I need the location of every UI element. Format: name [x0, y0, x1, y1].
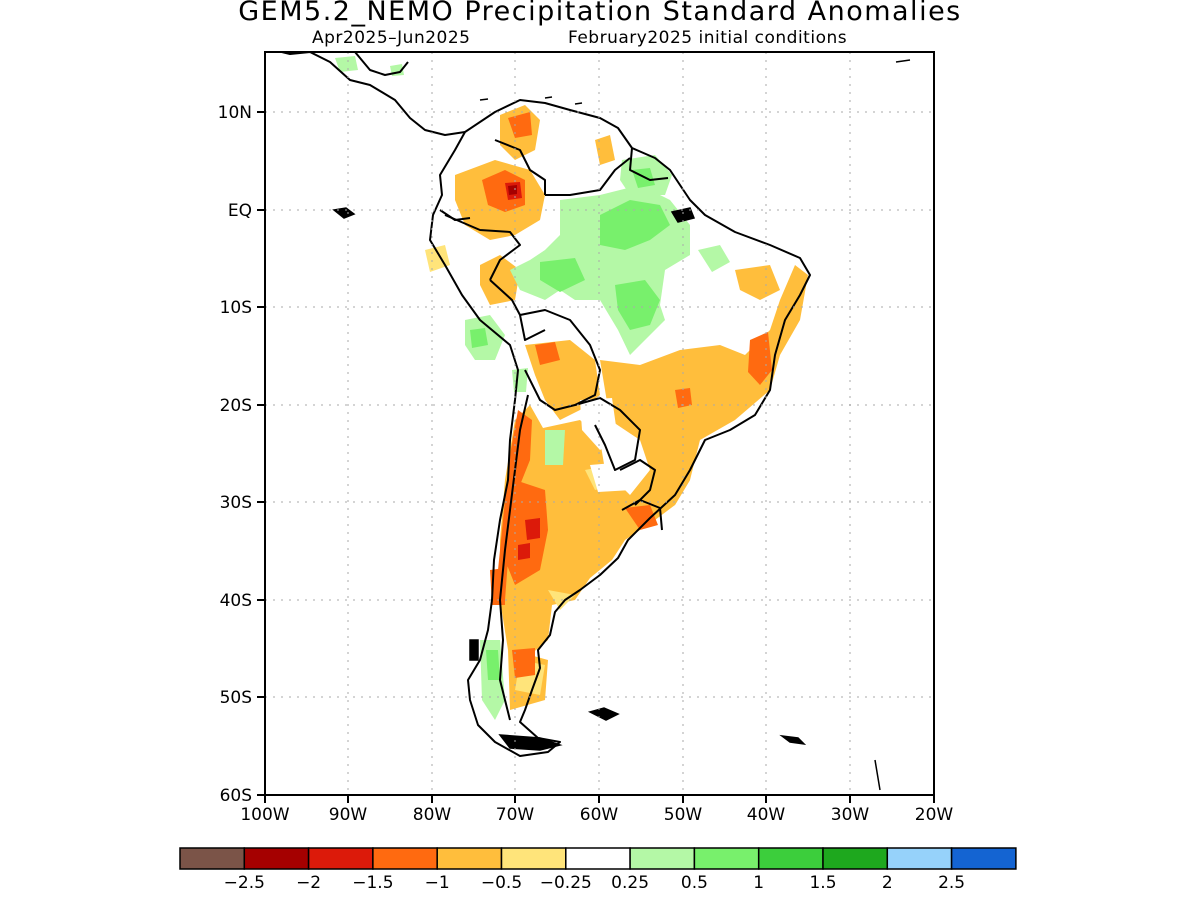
- tick-marks: [257, 111, 935, 803]
- anomaly-area-peru: [480, 255, 520, 305]
- colorbar-swatch: [500, 847, 567, 870]
- colorbar-label: 2.5: [938, 873, 965, 893]
- forecast-period: Apr2025–Jun2025: [312, 28, 471, 48]
- border-argentina-chile: [499, 394, 529, 721]
- lat-labels: 10N EQ 10S 20S 30S 40S 50S 60S: [218, 103, 252, 806]
- colorbar-label: −2: [296, 873, 321, 893]
- anomaly-area-pale-1: [425, 245, 450, 272]
- anomaly-area-guyana: [595, 135, 615, 165]
- border-brazil-north: [545, 157, 631, 196]
- colorbar-label: −2.5: [224, 873, 265, 893]
- border-ecuador: [439, 209, 471, 221]
- anomaly-area-fjord-core: [486, 650, 500, 680]
- anomaly-area-rondonia: [615, 280, 660, 330]
- anomaly-area-patagonia: [512, 648, 535, 678]
- border-uruguay: [621, 499, 663, 531]
- colorbar: −2.5 −2 −1.5 −1 −0.5 −0.25 0.25 0.5 1 1.5 2 2.5: [179, 847, 1017, 893]
- anomaly-area-neutral-1: [735, 308, 750, 325]
- chiloe-island: [469, 639, 479, 661]
- lon-label: 90W: [329, 805, 368, 825]
- lon-label: 100W: [240, 805, 289, 825]
- colorbar-label: −0.5: [481, 873, 522, 893]
- border-bolivia: [519, 309, 601, 411]
- central-america-coastline-north: [354, 52, 409, 76]
- colorbar-swatch: [179, 847, 246, 870]
- anomaly-area-bahia: [748, 332, 772, 385]
- anomaly-area-central-america: [335, 56, 358, 72]
- lat-label: 40S: [220, 591, 252, 611]
- caribbean-islands: [479, 59, 911, 791]
- border-colombia-peru: [444, 214, 521, 281]
- lat-label: 60S: [220, 786, 252, 806]
- anomaly-area-colombia-darkred: [508, 185, 517, 195]
- colorbar-swatch: [822, 847, 889, 870]
- colorbar-label: 1.5: [809, 873, 836, 893]
- anomaly-area-mendoza-red: [525, 518, 540, 540]
- islands: [332, 59, 911, 791]
- lon-label: 80W: [413, 805, 452, 825]
- lat-label: 30S: [220, 493, 252, 513]
- anomaly-area-bolivia-core: [535, 342, 560, 365]
- border-paraguay: [574, 397, 641, 471]
- initial-conditions: February2025 initial conditions: [568, 28, 848, 48]
- anomaly-area-venezuela-core: [508, 112, 532, 138]
- lon-label: 20W: [915, 805, 954, 825]
- border-colombia-venezuela: [494, 139, 546, 195]
- lon-label: 50W: [664, 805, 703, 825]
- marajo-island: [670, 207, 696, 223]
- lat-label: 10N: [218, 103, 252, 123]
- anomaly-area-peru-core: [470, 328, 488, 348]
- lat-label: 50S: [220, 688, 252, 708]
- colorbar-label: −1.5: [352, 873, 393, 893]
- anomaly-area-neutral-2: [580, 398, 618, 450]
- colorbar-swatch: [243, 847, 310, 870]
- border-guianas: [629, 147, 669, 181]
- lon-label: 70W: [496, 805, 535, 825]
- anomaly-area-argentina: [500, 405, 690, 710]
- lon-labels: 100W 90W 80W 70W 60W 50W 40W 30W 20W: [240, 805, 953, 825]
- anomaly-area-chaco: [545, 430, 565, 465]
- anomaly-area-amazon-west: [540, 258, 585, 292]
- lat-label: EQ: [228, 201, 252, 221]
- anomaly-area-para: [698, 245, 730, 272]
- coastlines: [277, 52, 811, 757]
- colorbar-swatch: [307, 847, 374, 870]
- colorbar-label: 1: [753, 873, 764, 893]
- lon-label: 60W: [580, 805, 619, 825]
- colorbar-swatch: [757, 847, 824, 870]
- colorbar-swatch: [950, 847, 1017, 870]
- lat-label: 20S: [220, 396, 252, 416]
- south-georgia-island: [779, 734, 807, 746]
- anomaly-area-cordoba-red: [518, 543, 530, 560]
- map-title: GEM5.2_NEMO Precipitation Standard Anoma…: [238, 0, 962, 27]
- lon-label: 30W: [831, 805, 870, 825]
- anomaly-area-brazil-south: [600, 265, 808, 515]
- colorbar-label: −0.25: [540, 873, 592, 893]
- lat-label: 10S: [220, 298, 252, 318]
- colorbar-label: −1: [425, 873, 450, 893]
- colorbar-swatch: [565, 847, 631, 870]
- colorbar-label: 0.25: [611, 873, 649, 893]
- colorbar-swatch: [629, 847, 696, 870]
- colorbar-swatch: [886, 847, 953, 870]
- colorbar-swatch: [372, 847, 438, 870]
- border-argentina-brazil: [619, 459, 656, 506]
- anomaly-area-amazon-core: [600, 200, 670, 250]
- south-america-coastline: [429, 99, 811, 757]
- anomaly-area-ne-brazil: [735, 265, 780, 300]
- colorbar-swatch: [436, 847, 503, 870]
- colorbar-label: 2: [882, 873, 893, 893]
- tierra-del-fuego: [498, 734, 563, 751]
- colorbar-label: 0.5: [681, 873, 708, 893]
- anomaly-area-uruguay: [625, 505, 658, 530]
- lon-label: 40W: [747, 805, 786, 825]
- colorbar-swatch: [693, 847, 760, 870]
- anomaly-area-colombia-core: [482, 170, 525, 212]
